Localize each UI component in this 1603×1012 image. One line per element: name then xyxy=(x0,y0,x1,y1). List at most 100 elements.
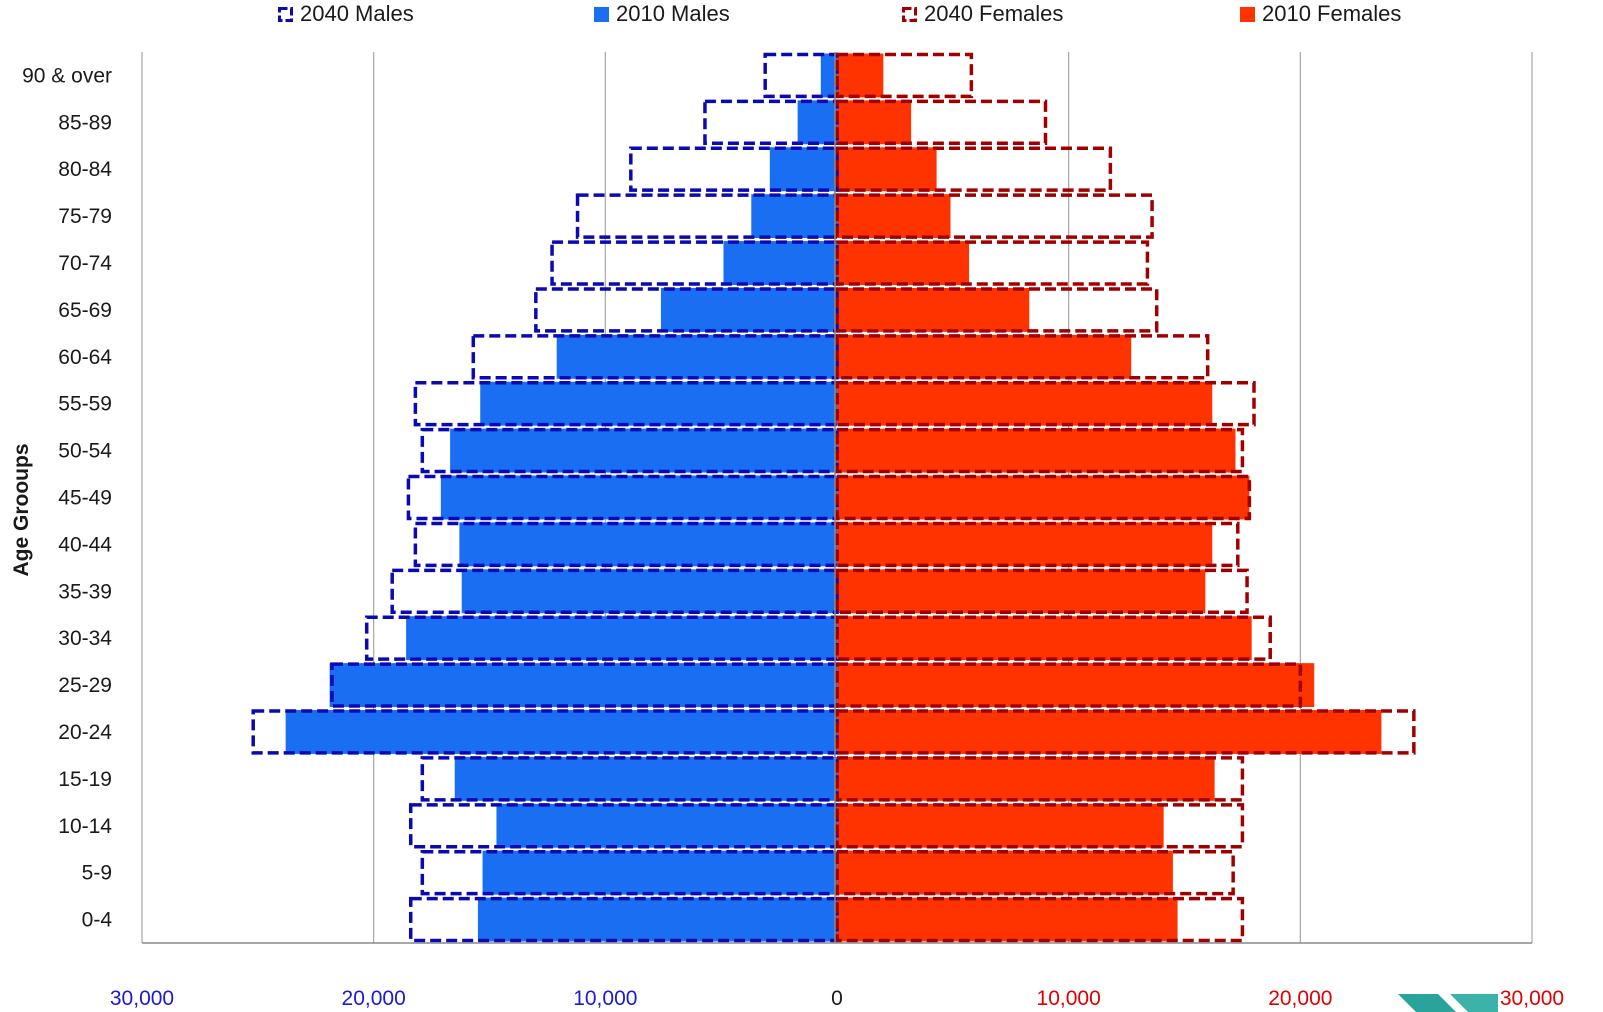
2010-females-bar-55-59 xyxy=(837,381,1213,426)
2010-females-bar-90-over xyxy=(837,53,884,98)
bar-layer xyxy=(285,53,1382,942)
2010-males-bar-45-49 xyxy=(440,475,837,520)
2040-males-outline-25-29 xyxy=(330,662,839,708)
2040-females-outline-60-64 xyxy=(835,334,1210,380)
2040-males-outline-85-89 xyxy=(703,99,839,146)
legend-item-2040-females: 2040 Females xyxy=(902,1,1063,26)
legend-label: 2040 Males xyxy=(300,1,414,26)
2040-females-outline-5-9 xyxy=(835,849,1235,896)
legend-label: 2040 Females xyxy=(924,1,1063,26)
2010-males-bar-20-24 xyxy=(285,710,838,754)
2040-males-outline-70-74 xyxy=(550,240,839,286)
2010-females-bar-35-39 xyxy=(837,569,1206,614)
2040-females-outline-40-44 xyxy=(835,521,1240,568)
2010-males-bar-15-19 xyxy=(454,756,837,801)
legend-swatch-icon xyxy=(1240,7,1255,22)
2040-males-outline-20-24 xyxy=(251,709,839,755)
y-tick-label-70-74: 70-74 xyxy=(58,252,112,275)
2040-females-outline-55-59 xyxy=(835,381,1256,427)
2010-males-bar-55-59 xyxy=(480,381,837,426)
axis-layer: 0-4 5-9 10-14 15-19 20-24 25-29 30-34 35-39 40-4… xyxy=(22,52,1564,1010)
2040-males-outline-65-69 xyxy=(534,287,839,333)
2010-males-bar-25-29 xyxy=(329,663,837,708)
2040-females-outline-75-79 xyxy=(835,193,1154,239)
y-tick-label-50-54: 50-54 xyxy=(58,440,112,463)
x-tick-label: 10,000 xyxy=(573,987,637,1010)
2040-males-outline-0-4 xyxy=(408,896,839,943)
2010-males-bar-10-14 xyxy=(496,803,837,848)
x-tick-label: 20,000 xyxy=(1268,987,1332,1010)
x-tick-label: 30,000 xyxy=(1500,987,1564,1010)
y-tick-label-20-24: 20-24 xyxy=(58,721,112,744)
2040-males-outline-10-14 xyxy=(408,803,839,849)
2010-males-bar-70-74 xyxy=(723,241,837,285)
2040-males-outline-90-over xyxy=(763,52,839,99)
2010-females-bar-20-24 xyxy=(837,710,1382,754)
2040-females-outline-90-over xyxy=(835,52,974,99)
y-tick-label-85-89: 85-89 xyxy=(58,111,112,134)
2010-males-bar-50-54 xyxy=(450,428,837,473)
y-tick-label-75-79: 75-79 xyxy=(58,205,112,228)
2010-females-bar-50-54 xyxy=(837,428,1236,473)
2010-females-bar-65-69 xyxy=(837,287,1030,332)
2040-females-outline-80-84 xyxy=(835,146,1113,192)
2010-females-bar-75-79 xyxy=(837,194,951,239)
2010-females-bar-70-74 xyxy=(837,241,970,285)
2040-females-outline-15-19 xyxy=(835,756,1245,802)
y-tick-label-45-49: 45-49 xyxy=(58,487,112,510)
2010-males-bar-40-44 xyxy=(459,522,837,567)
2010-males-bar-0-4 xyxy=(477,897,837,942)
legend-item-2010-females: 2010 Females xyxy=(1240,1,1401,26)
2010-males-bar-75-79 xyxy=(751,194,837,239)
2040-females-outline-35-39 xyxy=(835,568,1249,614)
2010-females-bar-40-44 xyxy=(837,522,1213,567)
legend: 2040 Males 2010 Males 2040 Females 2010 Fem… xyxy=(278,1,1401,26)
2010-females-bar-60-64 xyxy=(837,334,1132,379)
2010-females-bar-85-89 xyxy=(837,100,912,145)
legend-label: 2010 Females xyxy=(1262,1,1401,26)
2010-females-bar-45-49 xyxy=(837,475,1250,520)
y-tick-label-60-64: 60-64 xyxy=(58,346,112,369)
outline-layer xyxy=(251,52,1416,943)
y-tick-label-55-59: 55-59 xyxy=(58,393,112,416)
2040-females-outline-25-29 xyxy=(835,662,1303,708)
y-tick-label-25-29: 25-29 xyxy=(58,674,112,697)
2010-males-bar-85-89 xyxy=(797,100,837,145)
2040-females-outline-20-24 xyxy=(835,709,1416,755)
legend-item-2010-males: 2010 Males xyxy=(594,1,730,26)
2010-males-bar-5-9 xyxy=(482,850,837,895)
2010-females-bar-0-4 xyxy=(837,897,1178,942)
y-tick-label-15-19: 15-19 xyxy=(58,768,112,791)
y-axis-title: Age Grooups xyxy=(10,443,33,576)
2010-females-bar-25-29 xyxy=(837,663,1315,708)
y-tick-label-35-39: 35-39 xyxy=(58,580,112,603)
2010-females-bar-5-9 xyxy=(837,850,1173,895)
x-tick-label: 10,000 xyxy=(1037,987,1101,1010)
2040-females-outline-50-54 xyxy=(835,427,1245,474)
2010-females-bar-15-19 xyxy=(837,756,1215,801)
logo-icon xyxy=(1398,994,1498,1012)
y-tick-label-40-44: 40-44 xyxy=(58,533,112,556)
2010-males-bar-90-over xyxy=(820,53,837,98)
2040-females-outline-85-89 xyxy=(835,99,1048,146)
2010-males-bar-65-69 xyxy=(660,287,837,332)
y-tick-label-10-14: 10-14 xyxy=(58,815,112,838)
y-tick-label-80-84: 80-84 xyxy=(58,158,112,181)
y-tick-label-30-34: 30-34 xyxy=(58,627,112,650)
2040-females-outline-65-69 xyxy=(835,287,1159,333)
2010-males-bar-80-84 xyxy=(769,147,837,192)
y-tick-label-90-over: 90 & over xyxy=(22,64,112,87)
2040-females-outline-0-4 xyxy=(835,896,1245,943)
legend-item-2040-males: 2040 Males xyxy=(278,1,414,26)
x-tick-label: 20,000 xyxy=(342,987,406,1010)
2010-females-bar-30-34 xyxy=(837,616,1252,661)
legend-swatch-icon xyxy=(902,7,917,22)
y-tick-label-65-69: 65-69 xyxy=(58,299,112,322)
2040-females-outline-45-49 xyxy=(835,474,1252,521)
2010-males-bar-35-39 xyxy=(461,569,837,614)
y-tick-label-0-4: 0-4 xyxy=(82,909,113,932)
2010-females-bar-80-84 xyxy=(837,147,937,192)
2040-females-outline-10-14 xyxy=(835,803,1245,849)
legend-swatch-icon xyxy=(278,7,293,22)
